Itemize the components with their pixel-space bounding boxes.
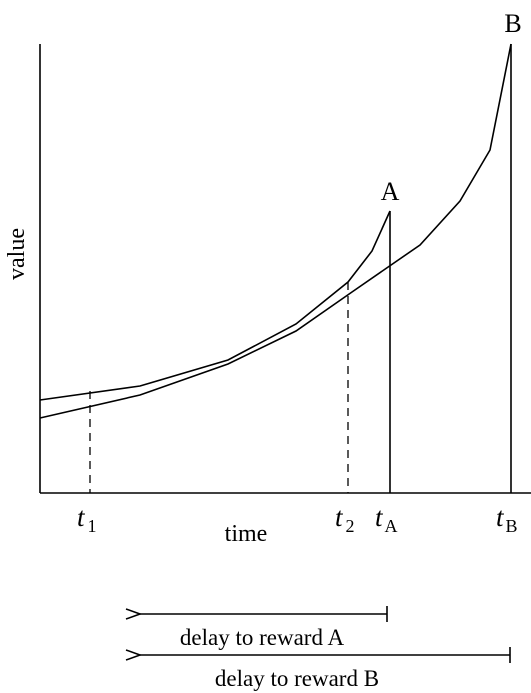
curve-a bbox=[39, 210, 391, 401]
delay-a-caption: delay to reward A bbox=[180, 625, 345, 650]
y-axis-label: value bbox=[4, 228, 30, 280]
peak-a-label: A bbox=[381, 177, 400, 206]
delay-b-caption: delay to reward B bbox=[215, 666, 379, 691]
curve-b bbox=[39, 43, 512, 419]
x-axis-label: time bbox=[225, 521, 268, 547]
peak-b-label: B bbox=[504, 9, 521, 38]
